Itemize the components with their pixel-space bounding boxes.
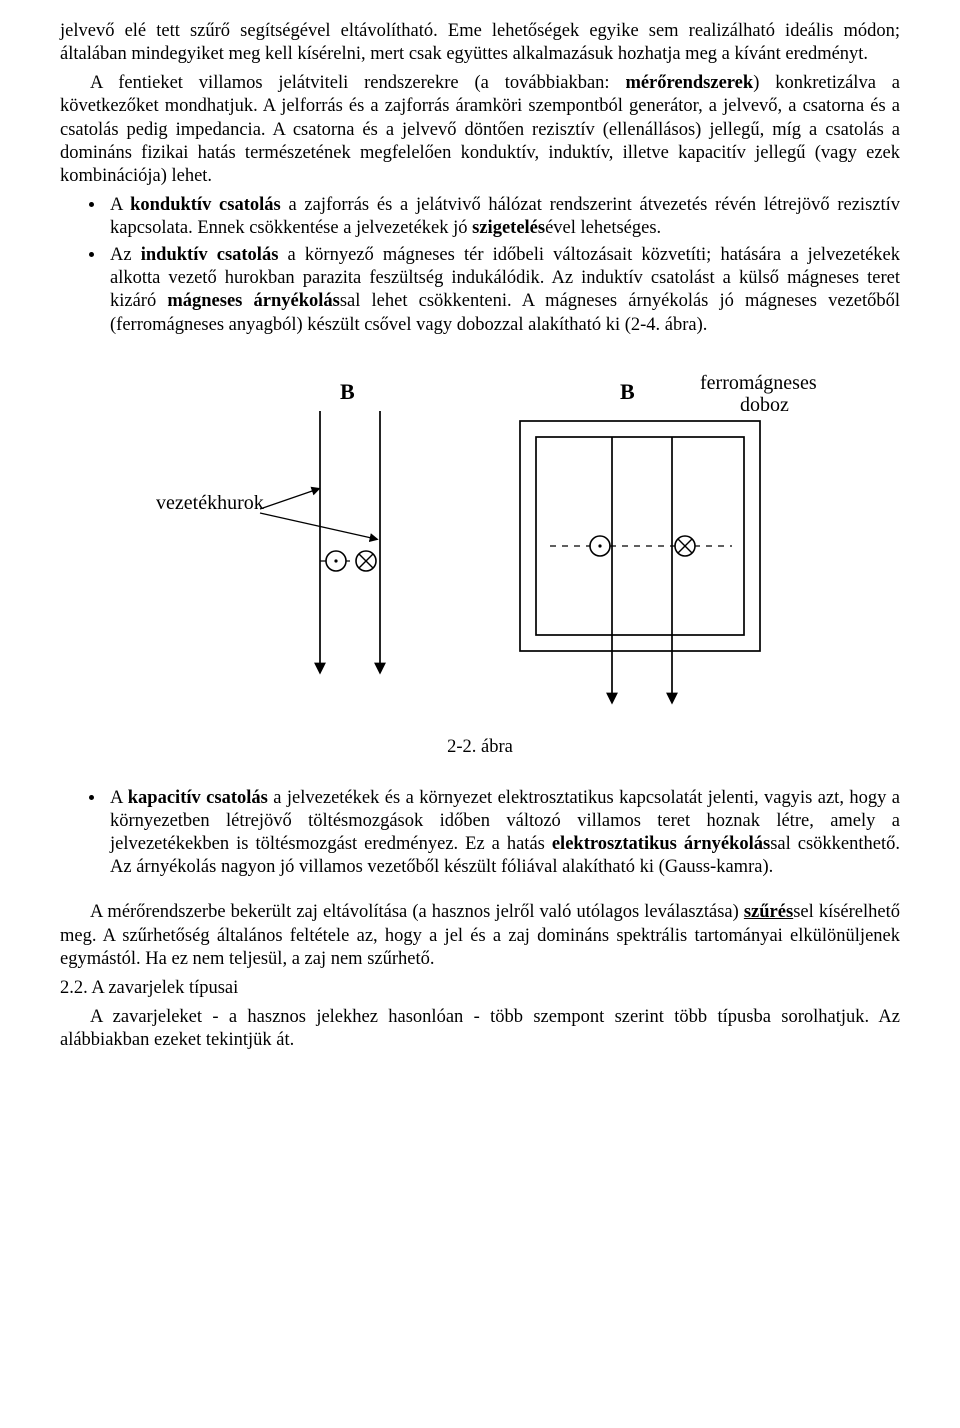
list-item-konduktiv: A konduktív csatolás a zajforrás és a je… bbox=[106, 194, 900, 240]
term-szigeteles: szigetelés bbox=[472, 218, 545, 238]
text: A bbox=[110, 195, 130, 215]
figure-caption: 2-2. ábra bbox=[120, 736, 840, 759]
section-heading-2-2: 2.2. A zavarjelek típusai bbox=[60, 977, 900, 1000]
text: A mérőrendszerbe bekerült zaj eltávolítá… bbox=[90, 902, 744, 922]
term-kapacitiv-csatolas: kapacitív csatolás bbox=[128, 788, 268, 808]
text: ével lehetséges. bbox=[545, 218, 661, 238]
list-item-kapacitiv: A kapacitív csatolás a jelvezetékek és a… bbox=[106, 787, 900, 880]
text: jelvevő elé tett szűrő segítségével eltá… bbox=[60, 21, 900, 64]
paragraph-2: A fentieket villamos jelátviteli rendsze… bbox=[60, 72, 900, 188]
list-item-induktiv: Az induktív csatolás a környező mágneses… bbox=[106, 244, 900, 337]
term-induktiv-csatolas: induktív csatolás bbox=[141, 245, 279, 265]
text: A fentieket villamos jelátviteli rendsze… bbox=[90, 73, 625, 93]
term-elektrosztatikus-arnyekolas: elektrosztatikus árnyékolás bbox=[552, 834, 770, 854]
figure-2-2: B vezetékhurok B ferromágneses doboz bbox=[120, 371, 840, 759]
term-szures: szűrés bbox=[744, 902, 793, 922]
figure-svg: B vezetékhurok B ferromágneses doboz bbox=[120, 371, 840, 711]
paragraph-3: A mérőrendszerbe bekerült zaj eltávolítá… bbox=[60, 901, 900, 970]
label-B-right: B bbox=[620, 379, 635, 404]
label-ferromagneses-1: ferromágneses bbox=[700, 372, 817, 394]
label-ferromagneses-2: doboz bbox=[740, 394, 789, 416]
text: A bbox=[110, 788, 128, 808]
paragraph-1: jelvevő elé tett szűrő segítségével eltá… bbox=[60, 20, 900, 66]
bullet-list-2: A kapacitív csatolás a jelvezetékek és a… bbox=[60, 787, 900, 880]
bullet-list-1: A konduktív csatolás a zajforrás és a je… bbox=[60, 194, 900, 337]
term-merorendszerek: mérőrendszerek bbox=[625, 73, 753, 93]
term-magneses-arnyekolas: mágneses árnyékolás bbox=[167, 291, 340, 311]
text: Az bbox=[110, 245, 141, 265]
page-container: jelvevő elé tett szűrő segítségével eltá… bbox=[0, 0, 960, 1098]
paragraph-4: A zavarjeleket - a hasznos jelekhez haso… bbox=[60, 1006, 900, 1052]
text: A zavarjeleket - a hasznos jelekhez haso… bbox=[60, 1007, 900, 1050]
term-konduktiv-csatolas: konduktív csatolás bbox=[130, 195, 281, 215]
label-vezetekhurok: vezetékhurok bbox=[156, 492, 264, 514]
label-B-left: B bbox=[340, 379, 355, 404]
